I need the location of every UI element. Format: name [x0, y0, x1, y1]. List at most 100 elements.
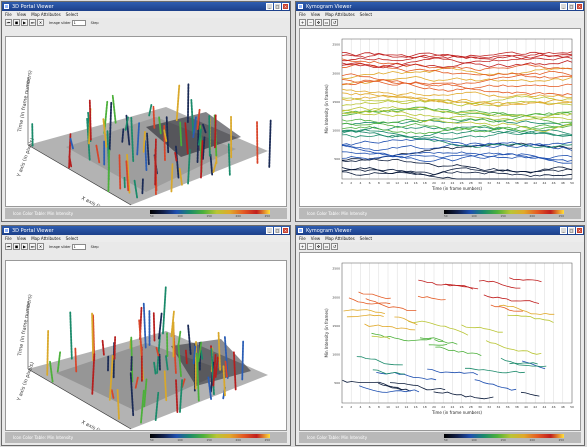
stop-button[interactable]: ◼ [13, 243, 20, 250]
track-glyph[interactable] [144, 139, 148, 172]
track-series-line[interactable] [341, 129, 573, 149]
track-glyph[interactable] [153, 361, 157, 375]
track-series-line[interactable] [341, 117, 573, 126]
track-glyph[interactable] [181, 377, 186, 388]
close-button[interactable]: × [282, 227, 289, 234]
track-glyph[interactable] [179, 378, 184, 413]
maximize-button[interactable]: □ [568, 3, 575, 10]
maximize-button[interactable]: □ [568, 227, 575, 234]
menu-view[interactable]: View [16, 236, 27, 241]
track-glyph[interactable] [108, 101, 113, 151]
track-glyph[interactable] [195, 352, 200, 402]
track-series-line[interactable] [364, 323, 416, 331]
3d-render-canvas[interactable]: X axis (in pixels) Y axis (in pixels) Ti… [5, 36, 287, 207]
menu-view[interactable]: View [310, 236, 321, 241]
track-series-line[interactable] [500, 357, 538, 365]
3d-scene[interactable]: X axis (in pixels) Y axis (in pixels) Ti… [6, 261, 287, 431]
track-glyph[interactable] [178, 167, 183, 186]
track-glyph[interactable] [214, 114, 217, 149]
maximize-button[interactable]: □ [274, 227, 281, 234]
track-glyph[interactable] [162, 286, 167, 335]
track-series-line[interactable] [490, 304, 524, 312]
kymogram-svg[interactable]: 0 2 4 6 8 10 12 14 16 18 20 22 24 26 28 30 32 34 36 38 40 42 4… [300, 29, 581, 207]
track-series-line[interactable] [478, 280, 521, 289]
track-series-line[interactable] [341, 158, 573, 173]
track-glyph[interactable] [175, 145, 180, 179]
track-series-line[interactable] [343, 309, 386, 314]
track-glyph[interactable] [163, 129, 168, 142]
track-series-line[interactable] [378, 382, 411, 392]
menu-map-attributes[interactable]: Map Attributes [31, 236, 61, 241]
track-series-line[interactable] [434, 339, 458, 345]
track-series-line[interactable] [341, 112, 573, 133]
track-glyph[interactable] [209, 153, 214, 176]
title-bar[interactable]: Kymogram Viewer _ □ × [296, 226, 584, 235]
track-glyph[interactable] [210, 347, 215, 396]
menu-file[interactable]: File [299, 12, 306, 17]
track-series-line[interactable] [428, 344, 448, 346]
track-series-line[interactable] [365, 298, 417, 311]
track-glyph[interactable] [187, 83, 190, 124]
track-glyphs[interactable] [46, 286, 245, 424]
track-glyph[interactable] [187, 148, 191, 185]
track-series-line[interactable] [341, 76, 573, 86]
track-series-line[interactable] [341, 66, 573, 80]
track-series-line[interactable] [394, 316, 418, 326]
track-glyph[interactable] [124, 116, 129, 131]
menu-view[interactable]: View [310, 12, 321, 17]
menu-select[interactable]: Select [65, 236, 79, 241]
track-series-line[interactable] [419, 337, 444, 342]
track-glyph[interactable] [170, 310, 175, 338]
track-glyph[interactable] [68, 155, 73, 168]
track-glyph[interactable] [91, 312, 95, 362]
minimize-button[interactable]: _ [560, 227, 567, 234]
reset-icon[interactable]: ↺ [331, 243, 338, 250]
track-glyph[interactable] [174, 151, 178, 162]
track-glyph[interactable] [126, 153, 131, 194]
track-series-line[interactable] [465, 367, 525, 374]
minimize-button[interactable]: _ [266, 3, 273, 10]
track-series-line[interactable] [358, 291, 391, 299]
minimize-button[interactable]: _ [560, 3, 567, 10]
track-glyph[interactable] [208, 115, 211, 157]
track-glyph[interactable] [179, 121, 183, 147]
track-series-line[interactable] [507, 314, 554, 323]
track-series-line[interactable] [359, 385, 420, 393]
track-glyph[interactable] [170, 163, 174, 193]
track-series-line[interactable] [341, 88, 573, 99]
track-glyph[interactable] [202, 136, 206, 160]
zoom-out-icon[interactable]: − [307, 243, 314, 250]
track-series-line[interactable] [341, 106, 573, 118]
select-icon[interactable]: ▭ [323, 19, 330, 26]
track-series-line[interactable] [341, 51, 573, 58]
track-series-line[interactable] [341, 109, 573, 122]
play-button[interactable]: ▶ [21, 243, 28, 250]
track-series-line[interactable] [341, 79, 573, 90]
kymogram-plot[interactable]: 0 2 4 6 8 10 12 14 16 18 20 22 24 26 28 30 32 34 36 38 40 42 4… [299, 252, 581, 431]
track-glyph[interactable] [108, 354, 114, 401]
track-glyph[interactable] [241, 340, 245, 381]
maximize-button[interactable]: □ [274, 3, 281, 10]
track-series-line[interactable] [341, 129, 573, 138]
track-glyph[interactable] [121, 128, 125, 143]
close-button[interactable]: × [282, 3, 289, 10]
track-series-line[interactable] [509, 362, 547, 368]
menu-view[interactable]: View [16, 12, 27, 17]
track-series-line[interactable] [389, 382, 446, 391]
track-series-line[interactable] [341, 73, 573, 85]
track-series-line[interactable] [408, 320, 469, 336]
track-glyph[interactable] [177, 330, 182, 347]
track-glyph[interactable] [197, 128, 202, 146]
track-series-line[interactable] [341, 53, 573, 60]
step-stepper[interactable]: 1 [71, 19, 86, 26]
track-glyph[interactable] [222, 364, 226, 397]
track-series-line[interactable] [341, 92, 573, 108]
track-glyph[interactable] [143, 378, 148, 408]
track-glyph[interactable] [175, 378, 179, 413]
step-stepper[interactable]: 1 [71, 243, 86, 250]
track-series-line[interactable] [342, 379, 403, 391]
track-glyph[interactable] [74, 347, 78, 373]
track-series-line[interactable] [341, 141, 573, 151]
track-glyph[interactable] [197, 341, 203, 363]
menu-file[interactable]: File [299, 236, 306, 241]
